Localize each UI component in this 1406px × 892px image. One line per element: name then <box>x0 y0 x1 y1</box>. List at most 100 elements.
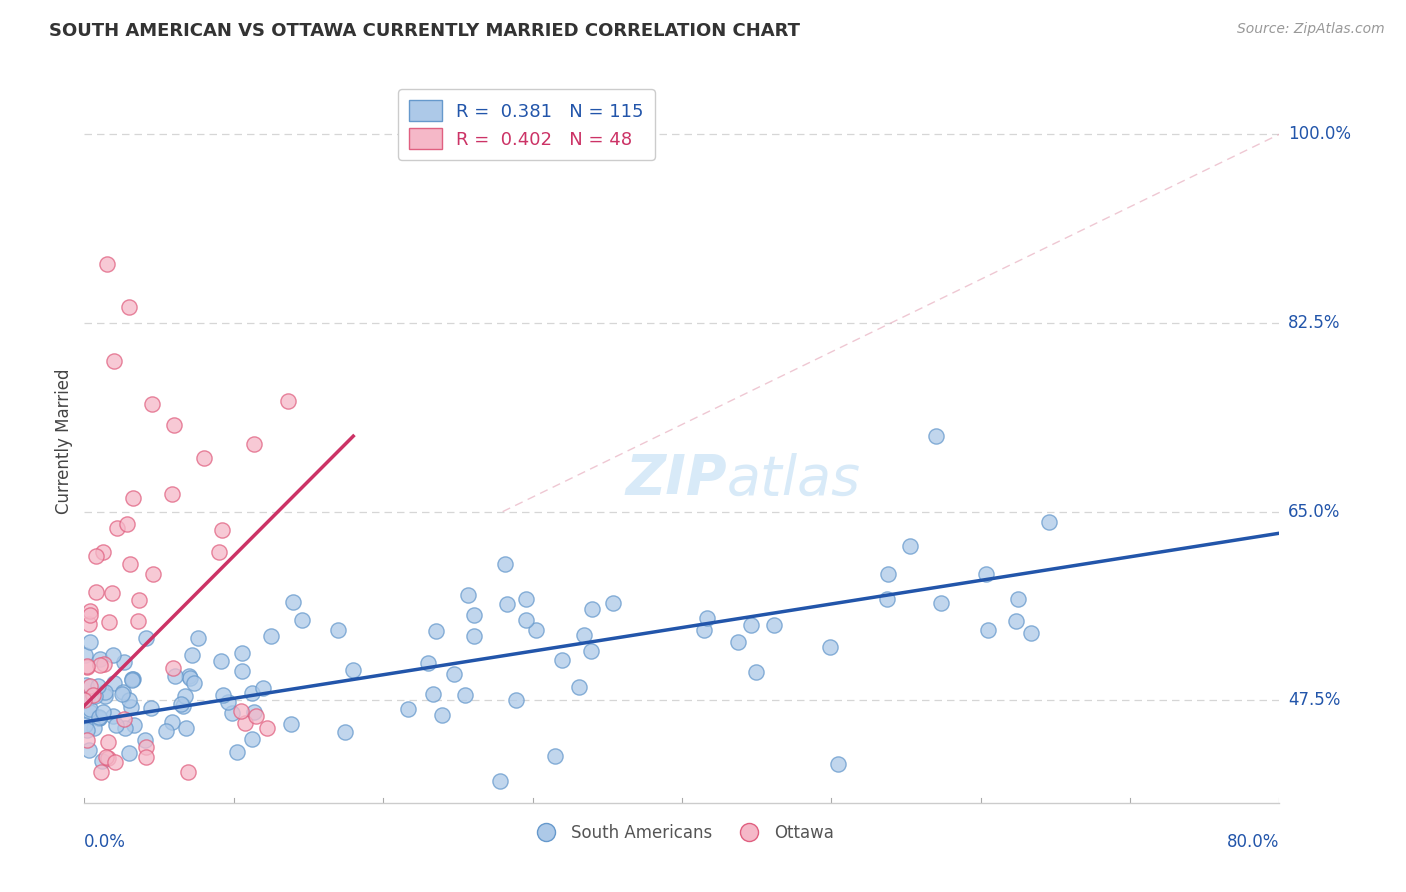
Point <box>87 711 110 725</box>
Point <box>181 648 204 663</box>
Point <box>73 718 96 732</box>
Point <box>898 540 921 554</box>
Point <box>97 735 120 749</box>
Point <box>90 754 112 768</box>
Point <box>134 732 156 747</box>
Point <box>79 603 101 617</box>
Point <box>104 755 127 769</box>
Point <box>84 549 107 563</box>
Point <box>177 764 200 779</box>
Point <box>243 705 266 719</box>
Point <box>103 353 125 368</box>
Text: 47.5%: 47.5% <box>1288 691 1340 709</box>
Point <box>94 750 117 764</box>
Point <box>170 697 193 711</box>
Text: 80.0%: 80.0% <box>1227 833 1279 851</box>
Point <box>89 710 111 724</box>
Point <box>515 591 537 606</box>
Point <box>430 708 453 723</box>
Point <box>568 680 591 694</box>
Y-axis label: Currently Married: Currently Married <box>55 368 73 515</box>
Point <box>79 702 101 716</box>
Point <box>84 585 107 599</box>
Point <box>75 678 97 692</box>
Point <box>139 701 162 715</box>
Point <box>73 648 96 662</box>
Point <box>876 566 898 581</box>
Point <box>90 764 112 779</box>
Point <box>1007 591 1029 606</box>
Point <box>187 631 209 645</box>
Point <box>193 450 215 465</box>
Point <box>160 714 183 729</box>
Point <box>118 746 141 760</box>
Point <box>229 705 252 719</box>
Point <box>142 567 165 582</box>
Point <box>128 592 150 607</box>
Point <box>256 721 278 735</box>
Point <box>280 717 302 731</box>
Point <box>242 436 264 450</box>
Point <box>277 394 299 409</box>
Point <box>76 659 98 673</box>
Legend: South Americans, Ottawa: South Americans, Ottawa <box>523 817 841 848</box>
Point <box>425 624 447 639</box>
Point <box>463 629 485 643</box>
Point <box>141 397 163 411</box>
Text: 65.0%: 65.0% <box>1288 502 1340 521</box>
Point <box>291 613 314 627</box>
Point <box>91 545 114 559</box>
Point <box>121 672 143 686</box>
Point <box>112 712 135 726</box>
Text: 100.0%: 100.0% <box>1288 125 1351 144</box>
Point <box>135 632 157 646</box>
Point <box>579 644 602 658</box>
Point <box>1019 625 1042 640</box>
Point <box>925 429 948 443</box>
Point <box>233 716 256 731</box>
Point <box>122 718 145 732</box>
Point <box>165 669 187 683</box>
Point <box>77 743 100 757</box>
Point <box>79 705 101 719</box>
Point <box>443 666 465 681</box>
Point <box>208 545 231 559</box>
Point <box>489 774 512 789</box>
Point <box>87 709 110 723</box>
Text: SOUTH AMERICAN VS OTTAWA CURRENTLY MARRIED CORRELATION CHART: SOUTH AMERICAN VS OTTAWA CURRENTLY MARRI… <box>49 22 800 40</box>
Point <box>463 607 485 622</box>
Point <box>89 657 111 672</box>
Point <box>76 723 98 737</box>
Point <box>281 595 304 609</box>
Point <box>83 721 105 735</box>
Point <box>418 656 440 670</box>
Point <box>76 733 98 747</box>
Text: ZIP: ZIP <box>626 452 727 507</box>
Point <box>112 655 135 669</box>
Point <box>79 608 101 623</box>
Point <box>342 663 364 677</box>
Text: 82.5%: 82.5% <box>1288 314 1340 332</box>
Point <box>173 689 195 703</box>
Point <box>94 685 117 699</box>
Point <box>1038 515 1060 529</box>
Point <box>818 640 841 654</box>
Point <box>496 598 519 612</box>
Point <box>155 723 177 738</box>
Point <box>89 651 111 665</box>
Point <box>240 731 263 746</box>
Point <box>494 557 516 571</box>
Point <box>105 718 128 732</box>
Point <box>245 709 267 723</box>
Point <box>183 675 205 690</box>
Point <box>172 698 194 713</box>
Text: atlas: atlas <box>727 453 860 506</box>
Point <box>127 614 149 628</box>
Point <box>179 672 201 686</box>
Point <box>260 629 283 643</box>
Point <box>543 748 565 763</box>
Point <box>105 521 128 535</box>
Point <box>744 665 766 680</box>
Point <box>693 623 716 637</box>
Point <box>79 635 101 649</box>
